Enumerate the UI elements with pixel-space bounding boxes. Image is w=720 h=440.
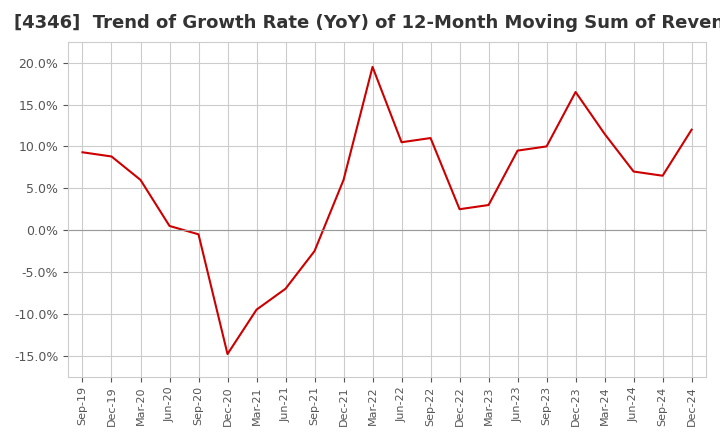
Title: [4346]  Trend of Growth Rate (YoY) of 12-Month Moving Sum of Revenues: [4346] Trend of Growth Rate (YoY) of 12-… [14, 14, 720, 32]
